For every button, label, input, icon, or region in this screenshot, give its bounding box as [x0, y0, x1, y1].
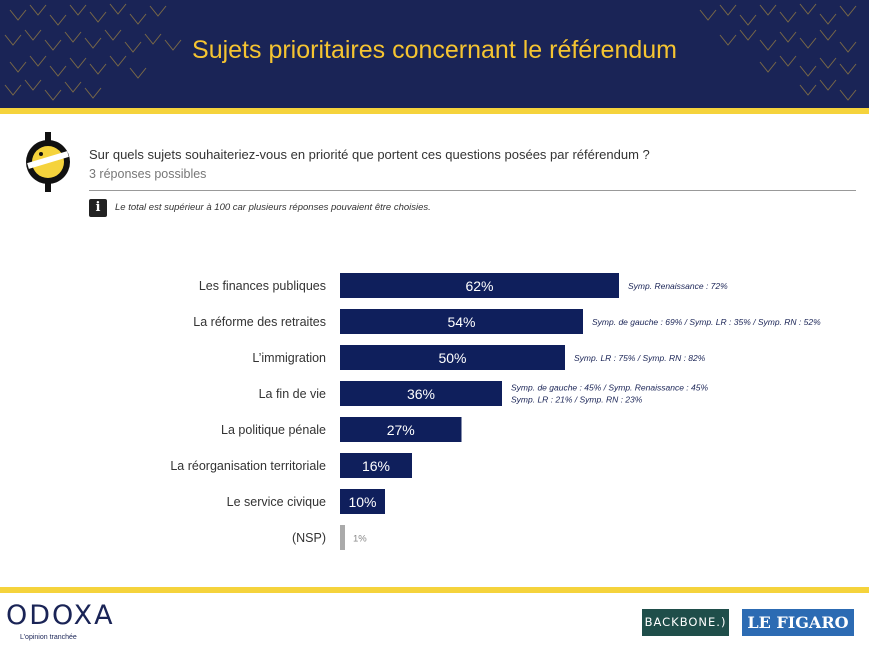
footer-divider [0, 587, 869, 593]
bar [340, 345, 565, 370]
category-label: La politique pénale [221, 423, 326, 437]
bar-chart: Les finances publiques 62% Symp. Renaissan… [170, 273, 821, 550]
bar [340, 309, 583, 334]
subgroup-annotation: Symp. LR : 75% / Symp. RN : 82% [574, 353, 706, 363]
odoxa-coin-icon [26, 132, 70, 192]
subgroup-annotation: Symp. Renaissance : 72% [628, 281, 728, 291]
value-label: 50% [438, 350, 466, 366]
category-label: L’immigration [252, 351, 326, 365]
figaro-logo: LE FIGARO [742, 609, 854, 636]
header-divider [0, 108, 869, 114]
info-icon: i [89, 199, 107, 217]
odoxa-logo: ODOXA [6, 600, 115, 631]
category-label: La fin de vie [259, 387, 326, 401]
subgroup-annotation: Symp. de gauche : 45% / Symp. Renaissanc… [511, 383, 708, 393]
question-block: Sur quels sujets souhaiteriez-vous en pr… [20, 128, 856, 194]
category-label: (NSP) [292, 531, 326, 545]
header-banner: Sujets prioritaires concernant le référe… [0, 0, 869, 108]
value-label: 36% [407, 386, 435, 402]
value-label: 10% [348, 494, 376, 510]
note-text: Le total est supérieur à 100 car plusieu… [115, 202, 431, 213]
category-label: Le service civique [227, 495, 326, 509]
bar [340, 489, 385, 514]
value-label: 1% [353, 534, 367, 545]
backbone-logo: BACKBONE.) [642, 609, 729, 636]
bar [340, 273, 619, 298]
bar [340, 417, 462, 442]
value-label: 62% [465, 278, 493, 294]
category-label: Les finances publiques [199, 279, 326, 293]
category-label: La réforme des retraites [193, 315, 326, 329]
bar [340, 525, 345, 550]
subgroup-annotation: Symp. LR : 21% / Symp. RN : 23% [511, 395, 643, 405]
value-label: 27% [387, 422, 415, 438]
category-label: La réorganisation territoriale [170, 459, 326, 473]
bar [340, 381, 502, 406]
chevron-pattern [4, 3, 857, 101]
subgroup-annotation: Symp. de gauche : 69% / Symp. LR : 35% /… [592, 317, 821, 327]
odoxa-tagline: L’opinion tranchée [20, 634, 77, 641]
value-label: 16% [362, 458, 390, 474]
bar [340, 453, 412, 478]
page-title: Sujets prioritaires concernant le référe… [192, 36, 677, 64]
question-subtext: 3 réponses possibles [89, 167, 207, 181]
value-label: 54% [447, 314, 475, 330]
question-text: Sur quels sujets souhaiteriez-vous en pr… [89, 147, 650, 162]
question-divider [89, 190, 856, 191]
